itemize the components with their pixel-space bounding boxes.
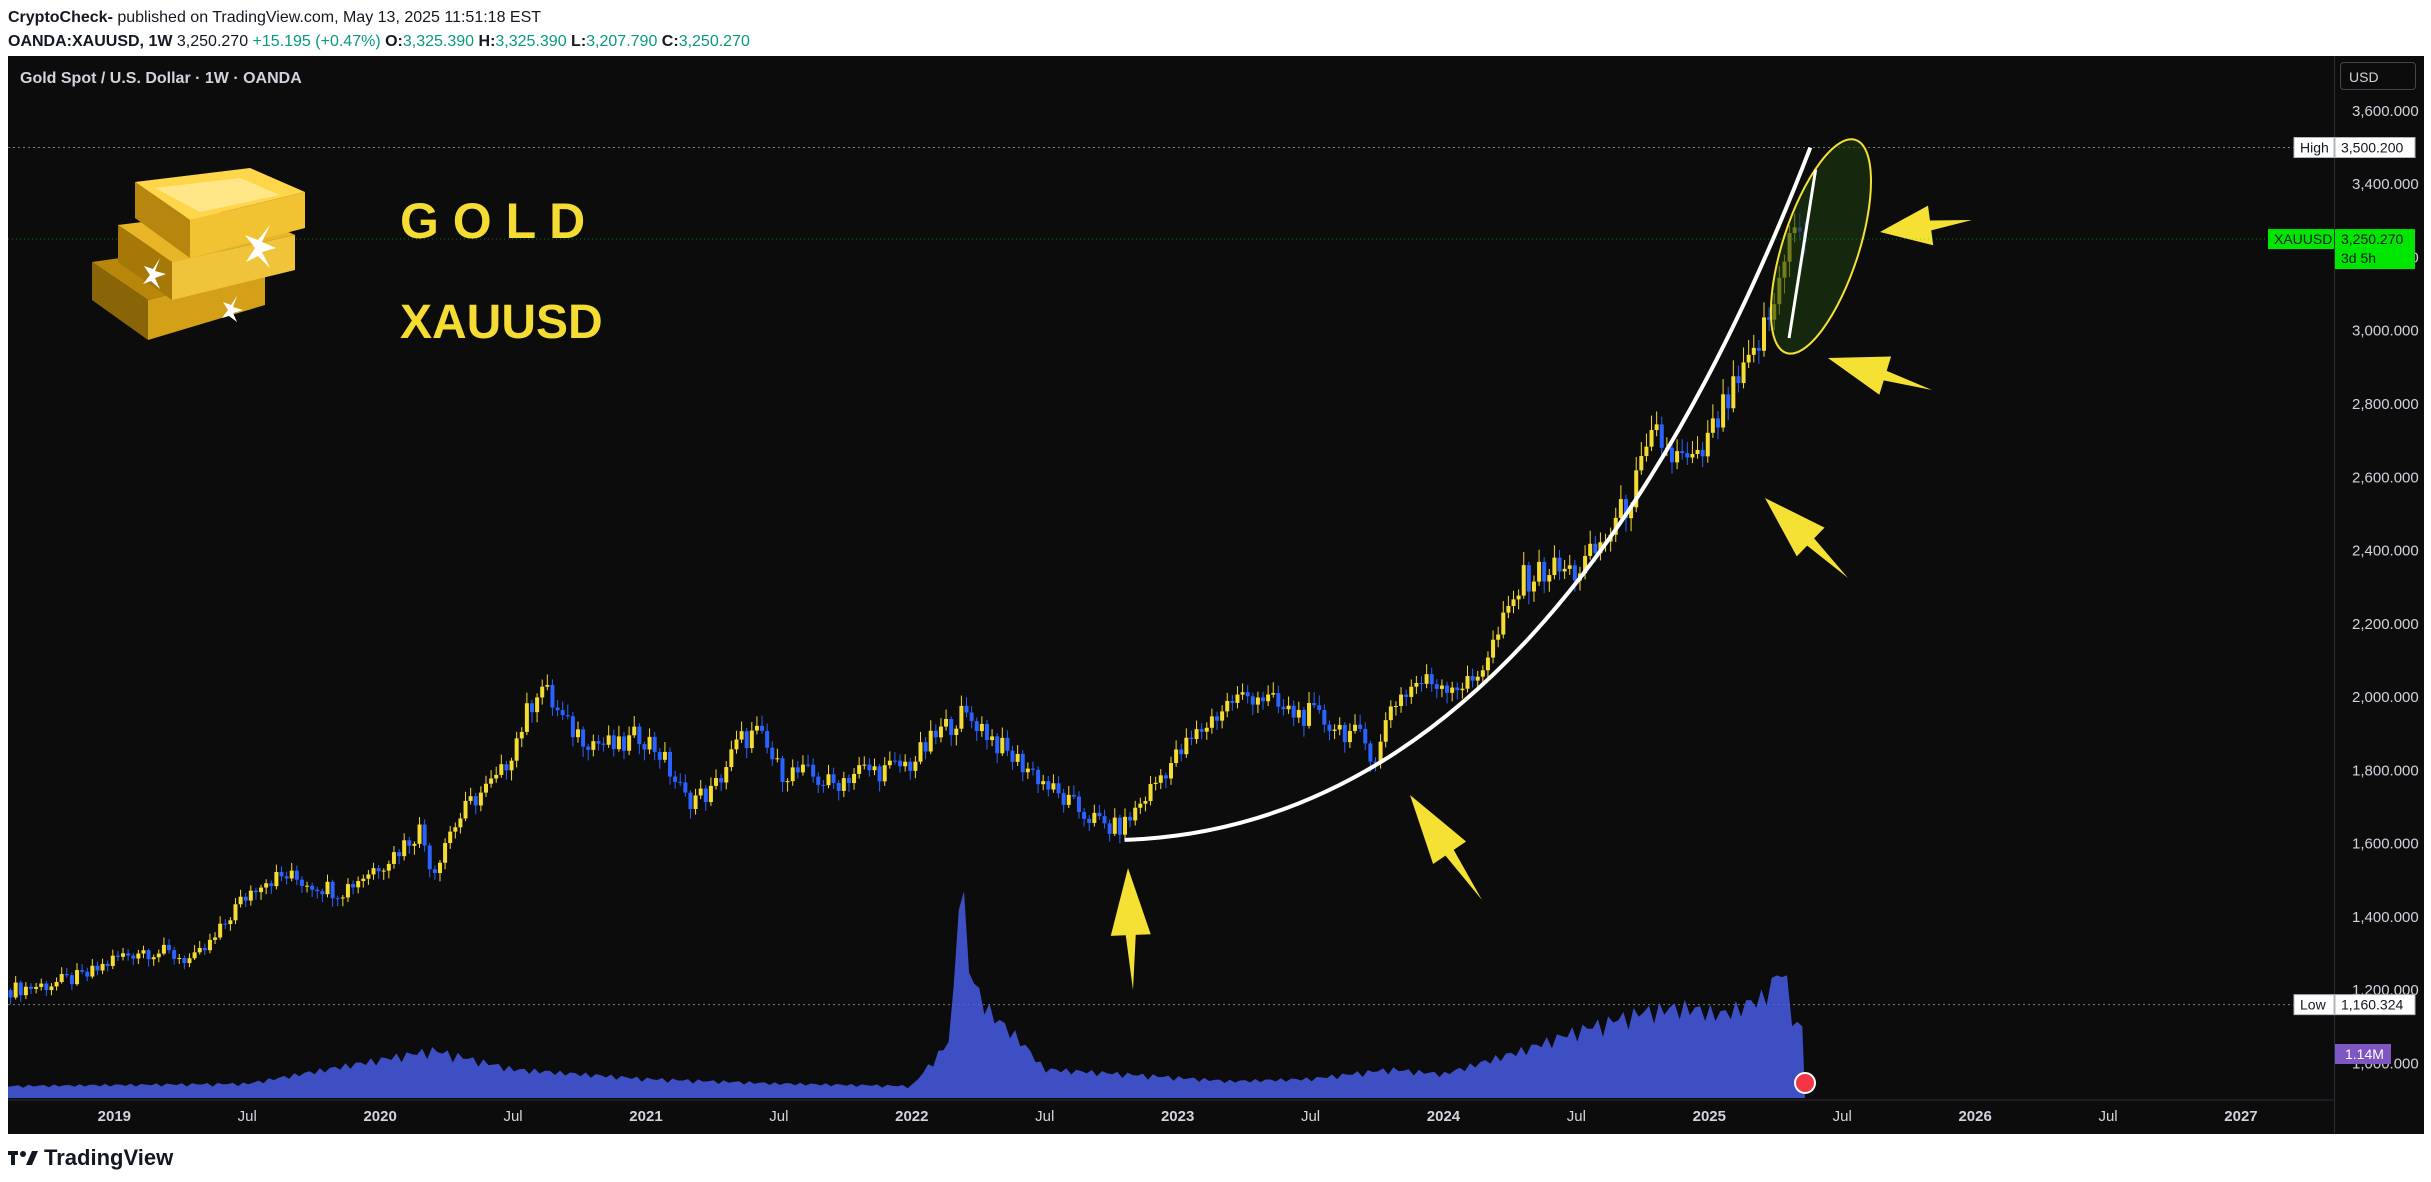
ohlc-line: OANDA:XAUUSD, 1W 3,250.270 +15.195 (+0.4…: [8, 30, 750, 54]
open-value: 3,325.390: [402, 33, 475, 50]
tradingview-icon: [8, 1151, 38, 1165]
last-price: 3,250.270: [176, 33, 249, 50]
tradingview-brand: TradingView: [44, 1145, 174, 1170]
author-name[interactable]: CryptoCheck-: [8, 9, 113, 26]
symbol-label: OANDA:XAUUSD, 1W: [8, 33, 173, 50]
close-label: C:: [661, 33, 679, 50]
chart-header: CryptoCheck- published on TradingView.co…: [8, 6, 750, 54]
close-value: 3,250.270: [678, 33, 750, 50]
tradingview-logo[interactable]: TradingView: [8, 1145, 173, 1171]
publish-line: CryptoCheck- published on TradingView.co…: [8, 6, 750, 30]
high-label: H:: [478, 33, 496, 50]
symbol-title: Gold Spot / U.S. Dollar · 1W · OANDA: [20, 70, 302, 87]
currency-button[interactable]: USD: [2340, 62, 2416, 90]
price-scale-panel[interactable]: [2334, 56, 2424, 1134]
low-label: L:: [571, 33, 587, 50]
change-value: +15.195 (+0.47%): [252, 33, 381, 50]
chart-area[interactable]: [8, 56, 2342, 1134]
publish-info: published on TradingView.com, May 13, 20…: [112, 9, 542, 26]
low-value: 3,207.790: [586, 33, 658, 50]
high-value: 3,325.390: [495, 33, 567, 50]
open-label: O:: [385, 33, 403, 50]
